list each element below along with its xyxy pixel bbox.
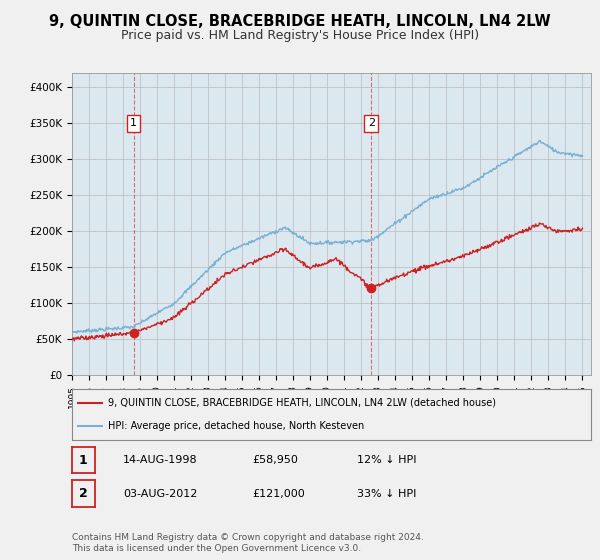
Text: 2: 2 [368,118,375,128]
Text: 14-AUG-1998: 14-AUG-1998 [123,455,197,465]
Text: £121,000: £121,000 [252,489,305,499]
Text: 1: 1 [79,454,88,466]
Text: HPI: Average price, detached house, North Kesteven: HPI: Average price, detached house, Nort… [109,421,365,431]
Text: 9, QUINTIN CLOSE, BRACEBRIDGE HEATH, LINCOLN, LN4 2LW: 9, QUINTIN CLOSE, BRACEBRIDGE HEATH, LIN… [49,14,551,29]
Text: 1: 1 [130,118,137,128]
Text: 2: 2 [79,487,88,500]
Text: 33% ↓ HPI: 33% ↓ HPI [357,489,416,499]
Text: £58,950: £58,950 [252,455,298,465]
Text: 12% ↓ HPI: 12% ↓ HPI [357,455,416,465]
Text: 9, QUINTIN CLOSE, BRACEBRIDGE HEATH, LINCOLN, LN4 2LW (detached house): 9, QUINTIN CLOSE, BRACEBRIDGE HEATH, LIN… [109,398,496,408]
Text: Price paid vs. HM Land Registry's House Price Index (HPI): Price paid vs. HM Land Registry's House … [121,29,479,42]
Text: Contains HM Land Registry data © Crown copyright and database right 2024.
This d: Contains HM Land Registry data © Crown c… [72,533,424,553]
Text: 03-AUG-2012: 03-AUG-2012 [123,489,197,499]
